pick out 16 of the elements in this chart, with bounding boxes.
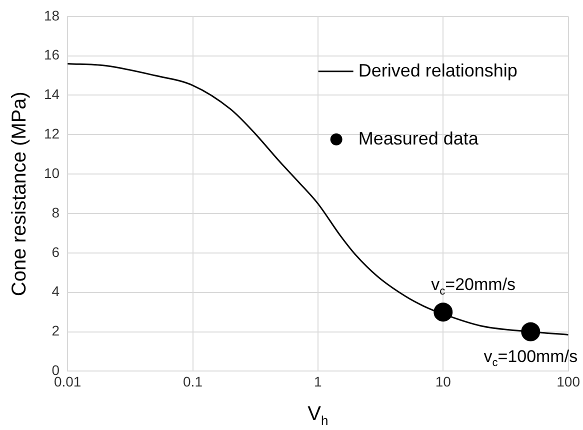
legend-label: Measured data (358, 128, 480, 148)
y-tick-label: 2 (52, 322, 60, 339)
y-tick-label: 8 (52, 204, 60, 220)
y-tick-label: 4 (52, 283, 60, 300)
y-tick-label: 14 (44, 86, 60, 102)
x-tick-label: 100 (556, 373, 580, 390)
x-tick-label: 1 (314, 373, 322, 390)
x-tick-label: 0.1 (183, 373, 203, 390)
y-tick-label: 10 (44, 164, 60, 181)
x-tick-label: 10 (435, 373, 452, 390)
y-axis-title: Cone resistance (MPa) (8, 92, 31, 296)
legend-label: Derived relationship (358, 60, 518, 80)
y-tick-label: 12 (44, 126, 60, 142)
y-tick-label: 6 (52, 244, 60, 260)
y-tick-label: 18 (44, 7, 60, 24)
y-tick-label: 16 (44, 46, 60, 63)
